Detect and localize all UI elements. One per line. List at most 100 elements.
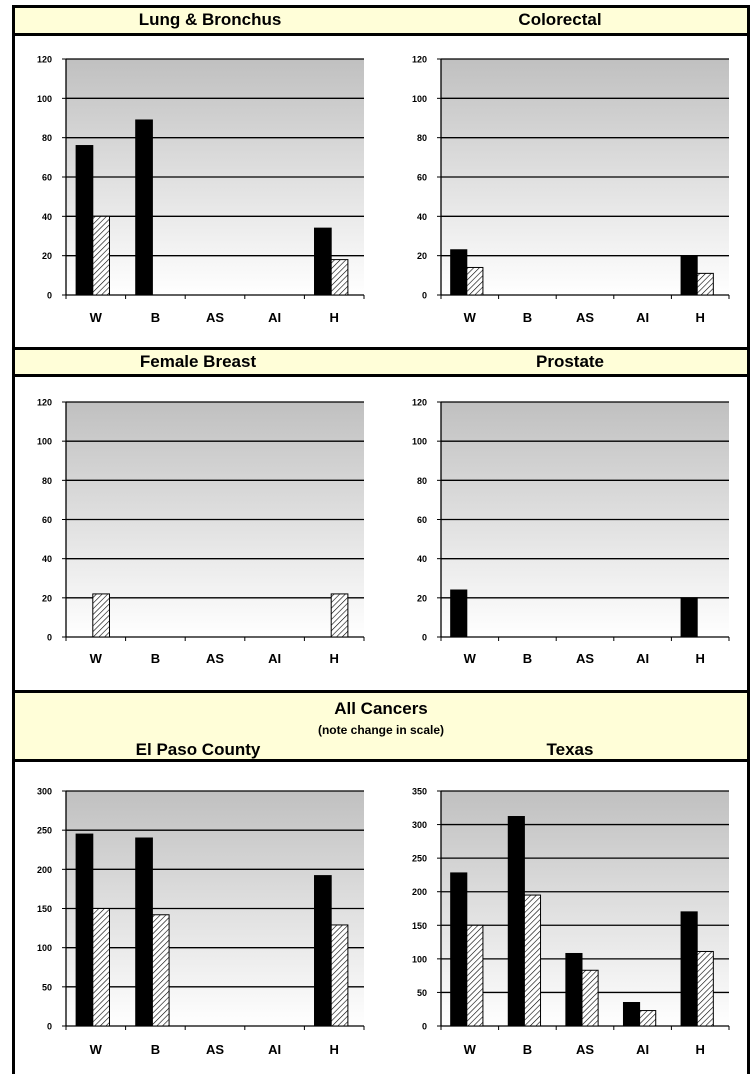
all_texas-bar-hatched <box>696 950 714 1027</box>
title-prostate: Prostate <box>535 352 605 371</box>
all_el_paso-ytick-label: 50 <box>42 982 52 992</box>
all_el_paso-category-label: W <box>90 1042 103 1057</box>
female_breast-category-label: AS <box>206 651 224 666</box>
all_texas-bar-solid <box>565 952 583 1027</box>
all_el_paso-ytick-label: 200 <box>37 865 52 875</box>
lung-ytick-label: 120 <box>37 55 52 65</box>
all_el_paso-ytick-label: 0 <box>47 1022 52 1032</box>
header-band-row1 <box>12 5 750 36</box>
all_texas-bar-solid <box>450 872 468 1027</box>
lung-ytick-label: 40 <box>42 212 52 222</box>
lung-bar-hatched <box>92 215 110 296</box>
colorectal-category-label: H <box>696 310 705 325</box>
all_el_paso-category-label: AS <box>206 1042 224 1057</box>
colorectal-ytick-label: 20 <box>417 251 427 261</box>
colorectal-ytick-label: 40 <box>417 212 427 222</box>
all_texas-ytick-label: 300 <box>412 820 427 830</box>
female_breast-ytick-label: 20 <box>42 593 52 603</box>
title-all-cancers: All Cancers <box>334 699 428 718</box>
lung-bar-solid <box>75 145 94 296</box>
all_texas-ytick-label: 250 <box>412 854 427 864</box>
colorectal-ytick-label: 60 <box>417 173 427 183</box>
title-texas: Texas <box>546 740 594 759</box>
all_el_paso-category-label: H <box>330 1042 339 1057</box>
all_texas-bar-hatched <box>523 894 542 1027</box>
all_texas-category-label: AI <box>636 1042 649 1057</box>
colorectal-ytick-label: 80 <box>417 133 427 143</box>
female_breast-category-label: W <box>90 651 103 666</box>
all_el_paso-ytick-label: 100 <box>37 943 52 953</box>
all_el_paso-bar-hatched <box>330 924 349 1027</box>
colorectal-category-label: AI <box>636 310 649 325</box>
all_el_paso-ytick-label: 300 <box>37 787 52 797</box>
all_texas-chart: 0 50 100 150 200 250 300 350 W B AS AI H <box>412 787 730 1057</box>
all_el_paso-bar-hatched <box>151 914 170 1027</box>
colorectal-bar-solid <box>450 249 468 296</box>
prostate-bar-solid <box>680 597 698 638</box>
female_breast-ytick-label: 60 <box>42 515 52 525</box>
all_texas-bar-solid <box>622 1002 641 1027</box>
all_texas-bar-hatched <box>581 969 599 1027</box>
lung-ytick-label: 100 <box>37 94 52 104</box>
lung-bar-solid <box>314 227 332 296</box>
colorectal-chart: 0 20 40 60 80 100 120 W B AS AI H <box>412 55 730 325</box>
female_breast-ytick-label: 100 <box>37 437 52 447</box>
all_texas-bar-solid <box>680 911 698 1027</box>
colorectal-bar-hatched <box>696 272 714 296</box>
prostate-bar-solid <box>450 589 468 638</box>
colorectal-bar-solid <box>680 255 698 296</box>
all_texas-category-label: AS <box>576 1042 594 1057</box>
title-colorectal: Colorectal <box>518 10 602 29</box>
prostate-category-label: B <box>523 651 532 666</box>
all_texas-ytick-label: 350 <box>412 787 427 797</box>
female_breast-ytick-label: 0 <box>47 633 52 643</box>
prostate-category-label: AI <box>636 651 649 666</box>
female_breast-ytick-label: 120 <box>37 398 52 408</box>
all_texas-category-label: H <box>696 1042 705 1057</box>
colorectal-category-label: W <box>464 310 477 325</box>
prostate-category-label: W <box>464 651 477 666</box>
all_texas-bar-hatched <box>639 1010 657 1027</box>
lung-ytick-label: 0 <box>47 291 52 301</box>
prostate-ytick-label: 80 <box>417 476 427 486</box>
all_el_paso-ytick-label: 250 <box>37 826 52 836</box>
all_texas-category-label: W <box>464 1042 477 1057</box>
all_texas-ytick-label: 0 <box>422 1022 427 1032</box>
prostate-ytick-label: 40 <box>417 554 427 564</box>
all_texas-category-label: B <box>523 1042 532 1057</box>
female_breast-ytick-label: 80 <box>42 476 52 486</box>
lung-bar-hatched <box>330 259 349 296</box>
all_el_paso-ytick-label: 150 <box>37 904 52 914</box>
prostate-ytick-label: 60 <box>417 515 427 525</box>
all_texas-ytick-label: 50 <box>417 988 427 998</box>
prostate-category-label: AS <box>576 651 594 666</box>
colorectal-ytick-label: 0 <box>422 291 427 301</box>
prostate-ytick-label: 120 <box>412 398 427 408</box>
lung-category-label: H <box>330 310 339 325</box>
all_el_paso-category-label: AI <box>268 1042 281 1057</box>
prostate-chart: 0 20 40 60 80 100 120 W B AS AI H <box>412 398 730 666</box>
female_breast-category-label: H <box>330 651 339 666</box>
all_texas-ytick-label: 150 <box>412 921 427 931</box>
female_breast-ytick-label: 40 <box>42 554 52 564</box>
title-lung-bronchus: Lung & Bronchus <box>138 10 282 29</box>
header-band-row3 <box>12 690 750 762</box>
lung-category-label: W <box>90 310 103 325</box>
all_texas-ytick-label: 100 <box>412 954 427 964</box>
prostate-ytick-label: 100 <box>412 437 427 447</box>
colorectal-category-label: B <box>523 310 532 325</box>
all_el_paso-bar-solid <box>75 833 94 1027</box>
female_breast-chart: 0 20 40 60 80 100 120 W B AS AI H <box>37 398 365 666</box>
all_texas-bar-solid <box>507 816 525 1027</box>
lung-ytick-label: 60 <box>42 173 52 183</box>
colorectal-ytick-label: 120 <box>412 55 427 65</box>
title-female-breast: Female Breast <box>139 352 257 371</box>
scale-note: (note change in scale) <box>317 723 445 737</box>
prostate-ytick-label: 20 <box>417 593 427 603</box>
lung-ytick-label: 80 <box>42 133 52 143</box>
all_el_paso-category-label: B <box>151 1042 160 1057</box>
lung-category-label: AI <box>268 310 281 325</box>
all_el_paso-chart: 0 50 100 150 200 250 300 W B AS AI H <box>37 787 365 1057</box>
